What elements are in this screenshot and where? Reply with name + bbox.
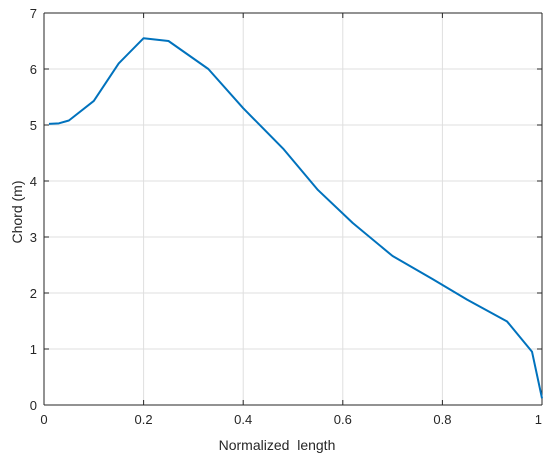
x-tick-label: 0.6 (334, 412, 352, 427)
x-tick-label: 0.8 (433, 412, 451, 427)
x-axis-title: Normalized length (219, 437, 336, 453)
y-tick-label: 2 (30, 286, 37, 301)
x-tick-label: 0.4 (234, 412, 252, 427)
y-tick-label: 1 (30, 342, 37, 357)
y-tick-label: 5 (30, 118, 37, 133)
x-tick-label: 0.2 (135, 412, 153, 427)
y-tick-label: 4 (30, 174, 37, 189)
x-tick-label: 0 (40, 412, 47, 427)
axes (43, 12, 543, 406)
series (48, 37, 543, 399)
grid (43, 12, 543, 406)
y-axis-title: Chord (m) (9, 180, 25, 243)
y-tick-label: 0 (30, 398, 37, 413)
tick-labels: 0 0.2 0.4 0.6 0.8 1 0 1 2 3 4 5 6 7 (30, 6, 542, 427)
y-tick-label: 7 (30, 6, 37, 21)
chord-series-line (48, 37, 543, 399)
y-tick-label: 6 (30, 62, 37, 77)
x-tick-label: 1 (535, 412, 542, 427)
y-tick-label: 3 (30, 230, 37, 245)
